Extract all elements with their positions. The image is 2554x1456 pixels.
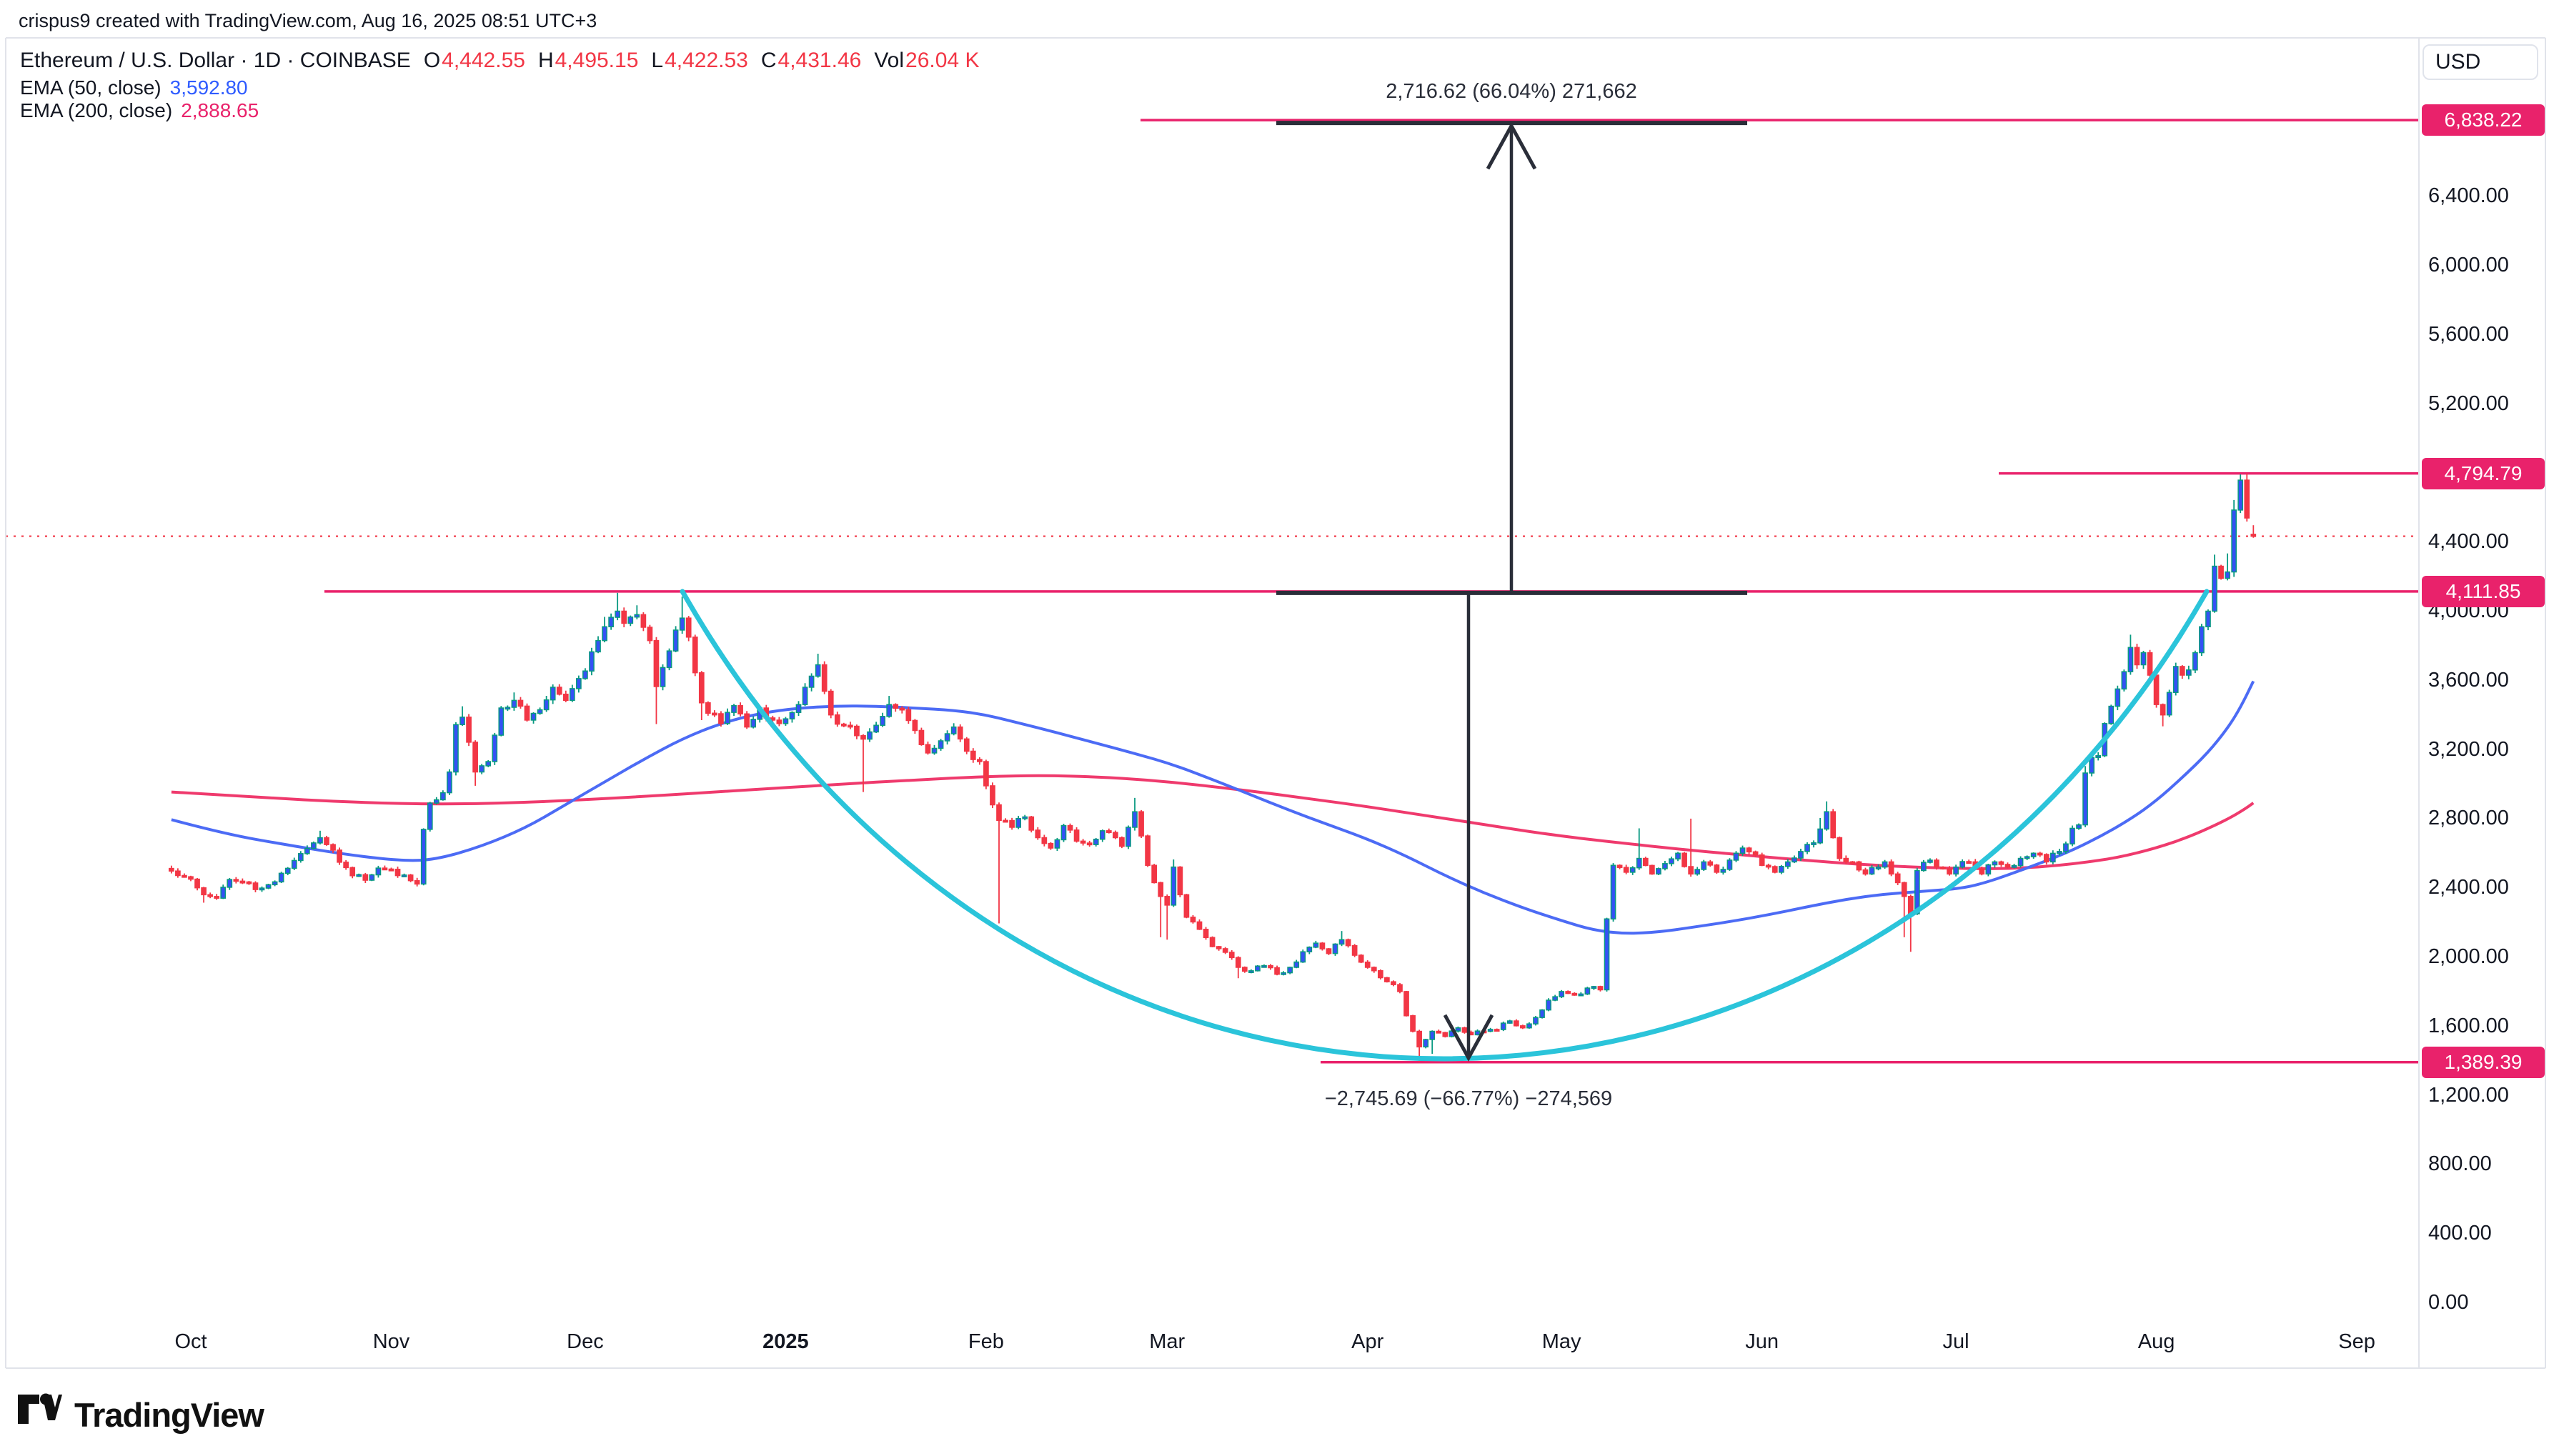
low-value: 4,422.53: [665, 49, 748, 72]
ema50-value: 3,592.80: [169, 76, 248, 99]
month-label-Jun: Jun: [1745, 1330, 1779, 1353]
price-tick-2,000.00: 2,000.00: [2428, 945, 2509, 968]
ema50-legend-row[interactable]: EMA (50, close) 3,592.80: [20, 76, 248, 99]
price-tick-800.00: 800.00: [2428, 1152, 2492, 1176]
month-label-Feb: Feb: [968, 1330, 1004, 1353]
price-tick-6,400.00: 6,400.00: [2428, 184, 2509, 208]
month-label-Dec: Dec: [567, 1330, 604, 1353]
range-down-label: −2,745.69 (−66.77%) −274,569: [1324, 1087, 1613, 1110]
month-label-Sep: Sep: [2338, 1330, 2375, 1353]
price-tick-2,400.00: 2,400.00: [2428, 876, 2509, 899]
month-label-Nov: Nov: [372, 1330, 410, 1353]
open-value: 4,442.55: [442, 49, 525, 72]
range-up-label: 2,716.62 (66.04%) 271,662: [1386, 80, 1637, 103]
high-label: H: [537, 49, 554, 72]
tradingview-logo-text: TradingView: [74, 1395, 264, 1434]
ema50-line: [171, 680, 2255, 935]
low-label: L: [651, 49, 664, 72]
price-tick-400.00: 400.00: [2428, 1222, 2492, 1245]
month-label-Mar: Mar: [1149, 1330, 1186, 1353]
month-label-Oct: Oct: [174, 1330, 207, 1353]
close-value: 4,431.46: [777, 49, 862, 72]
plot-area: [6, 119, 2418, 1064]
attribution-text: crispus9 created with TradingView.com, A…: [19, 10, 597, 31]
symbol-header[interactable]: Ethereum / U.S. Dollar · 1D · COINBASE O4…: [20, 49, 979, 73]
candlestick-series: [169, 473, 2257, 1062]
ema200-legend-row[interactable]: EMA (200, close) 2,888.65: [20, 99, 259, 122]
currency-toggle-button[interactable]: USD: [2423, 44, 2538, 80]
month-label-2025: 2025: [762, 1330, 809, 1353]
price-tick-3,200.00: 3,200.00: [2428, 737, 2509, 761]
tradingview-logo[interactable]: TradingView: [17, 1392, 264, 1437]
price-badge-4,111.85: 4,111.85: [2422, 575, 2545, 607]
open-label: O: [423, 49, 441, 72]
volume-value: 26.04 K: [905, 49, 980, 72]
price-tick-5,200.00: 5,200.00: [2428, 392, 2509, 415]
volume-label: Vol: [874, 49, 905, 72]
range-down-arrowhead: [1443, 1014, 1494, 1062]
ema200-label: EMA (200, close): [20, 99, 173, 121]
ema200-line: [171, 774, 2255, 870]
price-badge-6,838.22: 6,838.22: [2422, 104, 2545, 136]
cup-curve: [680, 589, 2210, 1062]
price-tick-6,000.00: 6,000.00: [2428, 254, 2509, 276]
price-tick-1,200.00: 1,200.00: [2428, 1083, 2509, 1107]
high-value: 4,495.15: [555, 49, 639, 72]
price-tick-4,400.00: 4,400.00: [2428, 530, 2509, 554]
month-label-Apr: Apr: [1351, 1330, 1384, 1353]
symbol-title: Ethereum / U.S. Dollar · 1D · COINBASE: [20, 49, 411, 72]
range-up-arrowhead: [1486, 121, 1537, 170]
ema50-label: EMA (50, close): [20, 76, 162, 99]
price-tick-1,600.00: 1,600.00: [2428, 1014, 2509, 1037]
month-label-Jul: Jul: [1942, 1330, 1969, 1353]
price-tick-2,800.00: 2,800.00: [2428, 807, 2509, 830]
price-tick-3,600.00: 3,600.00: [2428, 668, 2509, 692]
price-tick-0.00: 0.00: [2428, 1291, 2469, 1314]
month-label-Aug: Aug: [2137, 1330, 2175, 1353]
close-label: C: [760, 49, 777, 72]
tradingview-logo-icon: [18, 1393, 62, 1424]
price-badge-4,794.79: 4,794.79: [2422, 457, 2545, 489]
month-label-May: May: [1541, 1330, 1581, 1353]
price-badge-1,389.39: 1,389.39: [2422, 1046, 2545, 1078]
price-tick-5,600.00: 5,600.00: [2428, 322, 2509, 346]
ema200-value: 2,888.65: [181, 99, 259, 121]
